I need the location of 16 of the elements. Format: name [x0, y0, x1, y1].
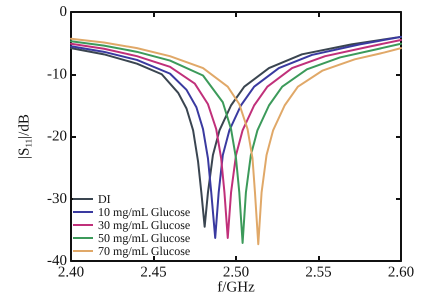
legend-label: 70 mg/mL Glucose: [98, 244, 190, 258]
x-tick-label: 2.60: [388, 264, 414, 280]
y-tick-label: -20: [47, 128, 67, 144]
y-axis-title: |S11|/dB: [16, 114, 34, 159]
y-tick-label: 0: [60, 4, 67, 20]
legend-label: 50 mg/mL Glucose: [98, 231, 190, 245]
legend-label: DI: [98, 192, 111, 206]
x-tick-label: 2.55: [305, 264, 332, 280]
legend-label: 10 mg/mL Glucose: [98, 205, 190, 219]
x-tick-label: 2.40: [58, 264, 84, 280]
x-axis-title: f/GHz: [217, 280, 256, 296]
x-tick-label: 2.50: [222, 264, 250, 280]
y-tick-label: -30: [47, 190, 67, 207]
y-tick-label: -10: [47, 66, 67, 82]
legend-label: 30 mg/mL Glucose: [98, 218, 190, 232]
x-tick-label: 2.45: [140, 264, 167, 280]
